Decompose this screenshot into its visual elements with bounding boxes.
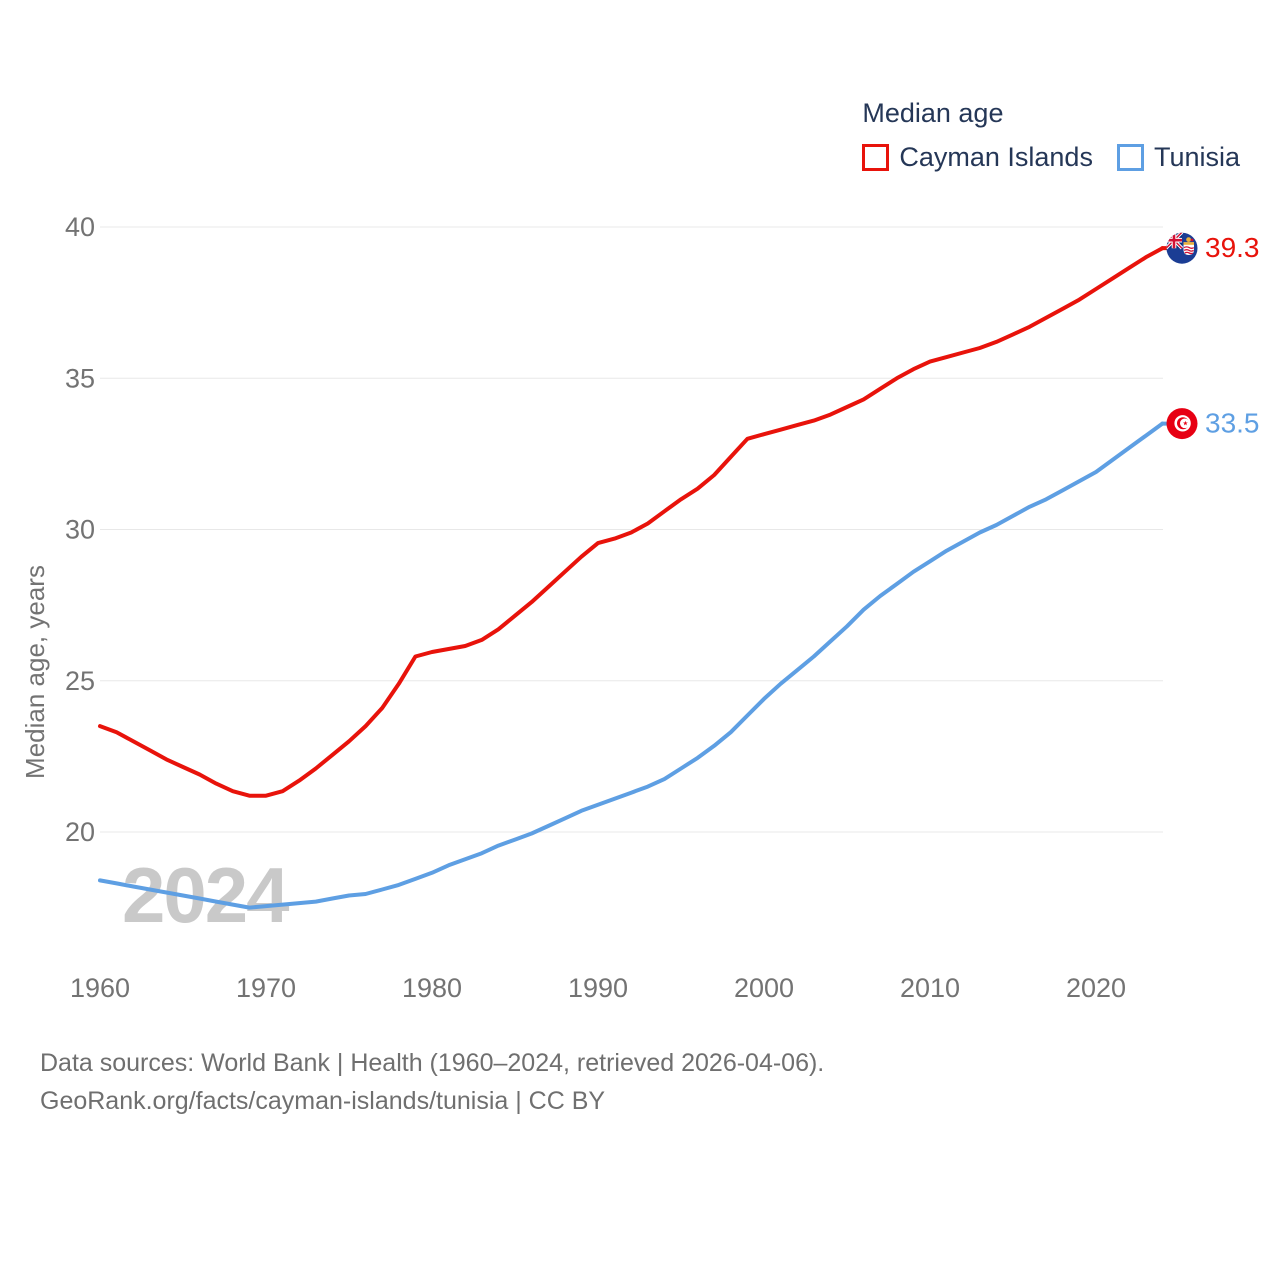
legend-title: Median age bbox=[862, 98, 1004, 128]
x-tick-label: 2010 bbox=[900, 973, 960, 1003]
footer-sources: Data sources: World Bank | Health (1960–… bbox=[40, 1049, 825, 1077]
legend-swatch-cayman-islands bbox=[862, 144, 890, 171]
y-tick-label: 40 bbox=[65, 212, 95, 242]
watermark-year: 2024 bbox=[122, 851, 289, 939]
legend-swatch-tunisia bbox=[1116, 144, 1144, 171]
cayman-islands-end-value: 39.3 bbox=[1205, 232, 1260, 263]
legend-item-tunisia[interactable]: Tunisia bbox=[1116, 142, 1240, 173]
x-tick-label: 2000 bbox=[734, 973, 794, 1003]
cayman-islands-line bbox=[98, 246, 1165, 798]
x-tick-label: 1970 bbox=[236, 973, 296, 1003]
series-lines bbox=[98, 246, 1175, 910]
tunisia-line bbox=[98, 421, 1165, 910]
y-axis-tick-labels: 20 25 30 35 40 bbox=[65, 212, 95, 847]
gridlines bbox=[100, 226, 1163, 833]
x-axis-tick-labels: 1960 1970 1980 1990 2000 2010 2020 bbox=[70, 973, 1126, 1003]
y-tick-label: 20 bbox=[65, 817, 95, 847]
tunisia-flag-icon bbox=[1166, 408, 1198, 440]
footer-attribution: GeoRank.org/facts/cayman-islands/tunisia… bbox=[40, 1087, 606, 1115]
y-tick-label: 30 bbox=[65, 515, 95, 545]
footer: Data sources: World Bank | Health (1960–… bbox=[40, 1044, 824, 1120]
cayman-islands-flag-icon bbox=[1166, 232, 1198, 264]
tunisia-end-value: 33.5 bbox=[1205, 408, 1260, 439]
y-axis-title: Median age, years bbox=[20, 565, 50, 779]
legend-items: Cayman Islands Tunisia bbox=[862, 142, 1240, 173]
x-tick-label: 1980 bbox=[402, 973, 462, 1003]
legend-item-label: Cayman Islands bbox=[899, 142, 1093, 172]
x-tick-label: 1960 bbox=[70, 973, 130, 1003]
y-tick-label: 25 bbox=[65, 666, 95, 696]
x-tick-label: 2020 bbox=[1066, 973, 1126, 1003]
legend: Median age Cayman Islands Tunisia bbox=[862, 98, 1240, 173]
x-tick-label: 1990 bbox=[568, 973, 628, 1003]
legend-item-label: Tunisia bbox=[1153, 142, 1240, 172]
y-tick-label: 35 bbox=[65, 363, 95, 393]
legend-item-cayman-islands[interactable]: Cayman Islands bbox=[862, 142, 1093, 173]
